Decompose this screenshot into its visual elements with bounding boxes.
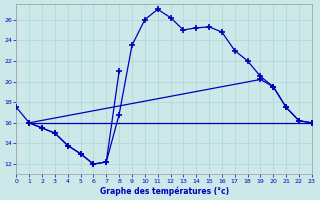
X-axis label: Graphe des températures (°c): Graphe des températures (°c) xyxy=(100,186,229,196)
